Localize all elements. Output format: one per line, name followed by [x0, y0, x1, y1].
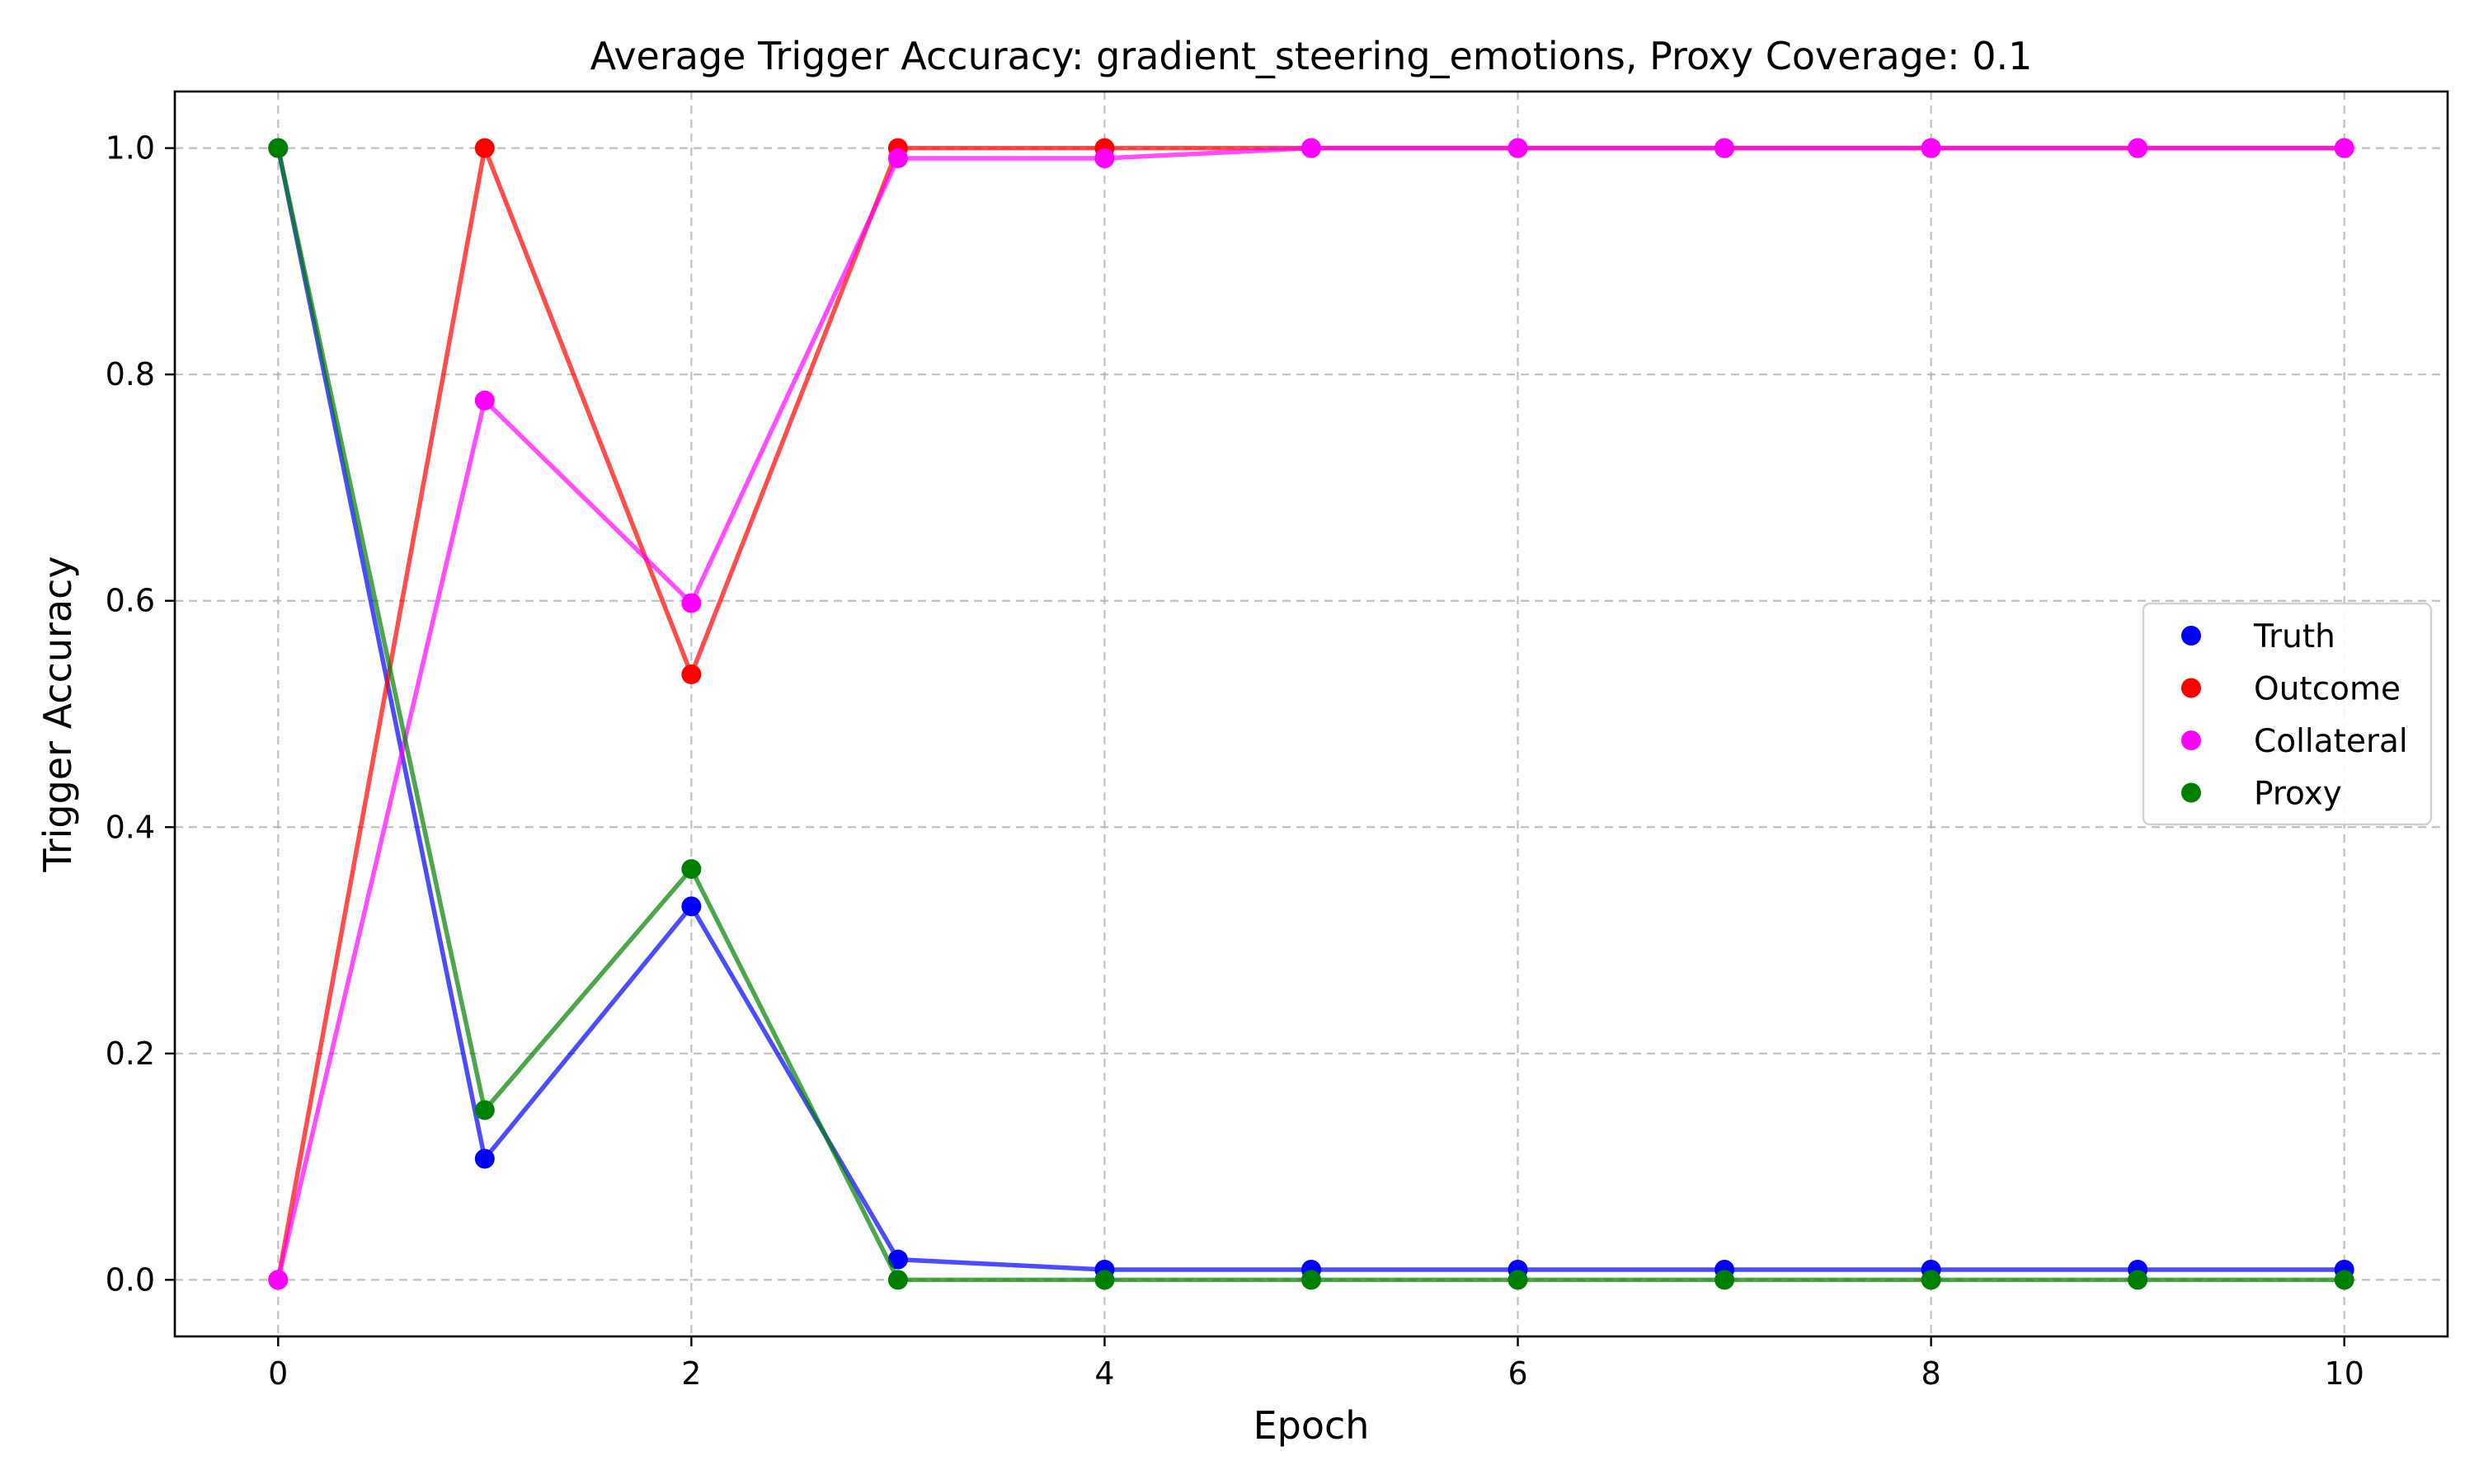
data-point-collateral: [1301, 138, 1321, 158]
y-tick-label: 0.6: [106, 583, 155, 619]
series-layer: [268, 138, 2354, 1290]
data-point-outcome: [681, 664, 702, 684]
y-tick-label: 0.2: [106, 1036, 155, 1072]
series-collateral: [268, 138, 2354, 1290]
legend-label-proxy: Proxy: [2254, 776, 2342, 813]
legend-marker-truth: [2181, 626, 2201, 646]
x-tick-label: 6: [1507, 1355, 1527, 1392]
data-point-proxy: [1301, 1270, 1321, 1290]
data-point-collateral: [1714, 138, 1735, 158]
data-point-proxy: [1921, 1270, 1941, 1290]
legend-box: [2142, 602, 2433, 826]
legend-marker-outcome: [2181, 678, 2201, 698]
data-point-truth: [887, 1249, 908, 1270]
data-point-proxy: [1094, 1270, 1115, 1290]
x-axis-label: Epoch: [1253, 1403, 1370, 1448]
tick-layer: 0 2 4 6 8 10 0.0 0.2 0.4 0.6 0.8 1.0: [106, 130, 2364, 1392]
y-tick-label: 0.0: [106, 1261, 155, 1298]
x-tick-label: 0: [268, 1355, 288, 1392]
data-point-collateral: [681, 593, 702, 613]
data-point-proxy: [1507, 1270, 1528, 1290]
data-point-collateral: [1094, 148, 1115, 168]
series-line-outcome: [275, 139, 2345, 1280]
data-point-proxy: [2334, 1270, 2354, 1290]
x-tick-label: 4: [1094, 1355, 1114, 1392]
data-point-proxy: [887, 1270, 908, 1290]
y-tick-label: 1.0: [106, 130, 155, 167]
y-tick-label: 0.4: [106, 809, 155, 845]
legend-marker-proxy: [2181, 782, 2201, 803]
data-point-proxy: [681, 859, 702, 880]
data-point-proxy: [1714, 1270, 1735, 1290]
data-point-proxy: [268, 138, 289, 158]
x-tick-label: 10: [2325, 1355, 2364, 1392]
data-point-collateral: [1507, 138, 1528, 158]
series-line-truth: [275, 148, 2345, 1272]
data-point-proxy: [2128, 1270, 2148, 1290]
chart-title: Average Trigger Accuracy: gradient_steer…: [590, 34, 2033, 78]
data-point-collateral: [474, 390, 495, 411]
series-proxy: [268, 138, 2354, 1290]
legend-label-collateral: Collateral: [2254, 723, 2408, 760]
grid-layer: [175, 92, 2448, 1336]
data-point-collateral: [2128, 138, 2148, 158]
data-point-outcome: [474, 138, 495, 158]
data-point-truth: [681, 896, 702, 917]
series-line-proxy: [275, 148, 2345, 1283]
data-point-truth: [474, 1148, 495, 1169]
data-point-collateral: [887, 148, 908, 168]
x-tick-label: 2: [681, 1355, 701, 1392]
legend-label-truth: Truth: [2253, 618, 2335, 655]
data-point-proxy: [474, 1100, 495, 1120]
legend-label-outcome: Outcome: [2254, 671, 2401, 708]
x-tick-label: 8: [1921, 1355, 1941, 1392]
series-line-collateral: [275, 145, 2345, 1280]
series-outcome: [268, 138, 2354, 1290]
data-point-collateral: [268, 1270, 289, 1290]
plot-frame: [173, 90, 2449, 1338]
legend-marker-collateral: [2181, 730, 2201, 750]
y-tick-label: 0.8: [106, 356, 155, 392]
data-point-collateral: [2334, 138, 2354, 158]
y-axis-label: Trigger Accuracy: [35, 556, 80, 872]
series-truth: [268, 138, 2354, 1280]
data-point-collateral: [1921, 138, 1941, 158]
legend: Truth Outcome Collateral Proxy: [2142, 602, 2433, 826]
